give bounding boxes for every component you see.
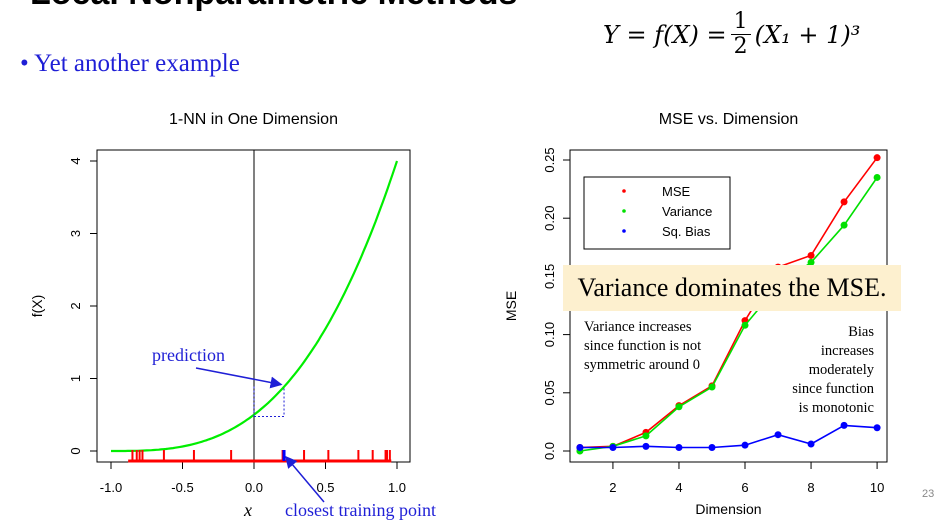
closest-point-arrow xyxy=(285,455,325,503)
series-line xyxy=(579,157,878,449)
formula-rhs: (X₁ + 1)³ xyxy=(754,20,861,49)
data-point xyxy=(675,403,683,411)
x-tick-label: 8 xyxy=(807,480,814,495)
x-tick-label: 0.5 xyxy=(316,480,334,495)
series-line xyxy=(579,177,878,452)
prediction-label: prediction xyxy=(152,345,225,365)
data-point xyxy=(609,444,617,452)
data-point xyxy=(708,383,716,391)
x-tick-label: 6 xyxy=(741,480,748,495)
legend-label: Sq. Bias xyxy=(662,224,711,239)
callout-box: Variance dominates the MSE. xyxy=(563,265,901,311)
bias-note-line: Bias xyxy=(848,324,874,340)
x-axis-label: Dimension xyxy=(695,501,761,517)
x-tick-label: 4 xyxy=(675,480,682,495)
data-point xyxy=(873,154,881,162)
formula-fraction: 1 2 xyxy=(730,10,751,59)
y-axis-label: MSE xyxy=(503,291,519,321)
data-point xyxy=(840,198,848,206)
y-tick-label: 0.25 xyxy=(542,147,557,172)
formula: Y = f(X) = 1 2 (X₁ + 1)³ xyxy=(603,10,860,59)
bias-note-line: moderately xyxy=(808,362,874,378)
data-point xyxy=(741,321,749,329)
x-tick-label: 0.0 xyxy=(245,480,263,495)
prediction-dashes xyxy=(253,386,285,417)
formula-denominator: 2 xyxy=(733,34,748,59)
formula-lhs: Y = f(X) = xyxy=(603,20,727,49)
slide-title: Local Nonparametric Methods xyxy=(30,0,517,13)
prediction-arrow xyxy=(195,367,283,389)
formula-numerator: 1 xyxy=(730,10,751,35)
data-point xyxy=(642,442,650,450)
y-tick-label: 0.0 xyxy=(542,442,557,460)
data-point xyxy=(807,440,815,448)
legend-label: MSE xyxy=(662,184,691,199)
data-point xyxy=(840,221,848,229)
legend-marker xyxy=(622,209,626,213)
y-tick-label: 2 xyxy=(68,302,83,309)
data-point xyxy=(576,444,584,452)
x-tick-label: 1.0 xyxy=(388,480,406,495)
chart-title: 1-NN in One Dimension xyxy=(169,111,338,128)
variance-note-line: Variance increases xyxy=(584,319,692,335)
y-tick-label: 0.20 xyxy=(542,206,557,231)
y-axis-label: f(X) xyxy=(29,295,45,318)
page-number: 23 xyxy=(922,488,935,500)
data-point xyxy=(807,251,815,259)
bias-note-line: increases xyxy=(820,343,874,359)
data-point xyxy=(675,444,683,452)
y-tick-label: 0.05 xyxy=(542,380,557,405)
data-point xyxy=(741,441,749,449)
data-point xyxy=(840,421,848,429)
variance-note: Variance increases since function is not… xyxy=(584,318,701,375)
x-tick-label: 10 xyxy=(870,480,884,495)
legend-marker xyxy=(622,189,626,193)
variance-note-line: symmetric around 0 xyxy=(584,357,700,373)
variance-note-line: since function is not xyxy=(584,338,702,354)
y-tick-label: 1 xyxy=(68,375,83,382)
x-tick-label: 2 xyxy=(609,480,616,495)
bias-note: Bias increases moderately since function… xyxy=(760,323,874,418)
legend-marker xyxy=(622,229,626,233)
data-point xyxy=(708,444,716,452)
series-line xyxy=(579,424,878,449)
y-tick-label: 0.15 xyxy=(542,264,557,289)
data-point xyxy=(807,258,815,266)
y-tick-label: 0 xyxy=(68,447,83,454)
bullet-text: • Yet another example xyxy=(20,50,240,77)
legend-label: Variance xyxy=(662,204,712,219)
legend-box xyxy=(583,176,731,250)
data-point xyxy=(873,424,881,432)
data-point xyxy=(642,432,650,440)
x-tick-label: -0.5 xyxy=(171,480,193,495)
bias-note-line: is monotonic xyxy=(798,400,874,416)
y-tick-label: 4 xyxy=(68,157,83,164)
x-symbol: x xyxy=(244,500,252,520)
bias-note-line: since function xyxy=(792,381,874,397)
y-tick-label: 3 xyxy=(68,230,83,237)
x-tick-label: -1.0 xyxy=(100,480,122,495)
data-point xyxy=(873,173,881,181)
data-point xyxy=(774,431,782,439)
closest-point-label: closest training point xyxy=(285,500,436,520)
chart-title: MSE vs. Dimension xyxy=(659,111,799,128)
y-tick-label: 0.10 xyxy=(542,322,557,347)
